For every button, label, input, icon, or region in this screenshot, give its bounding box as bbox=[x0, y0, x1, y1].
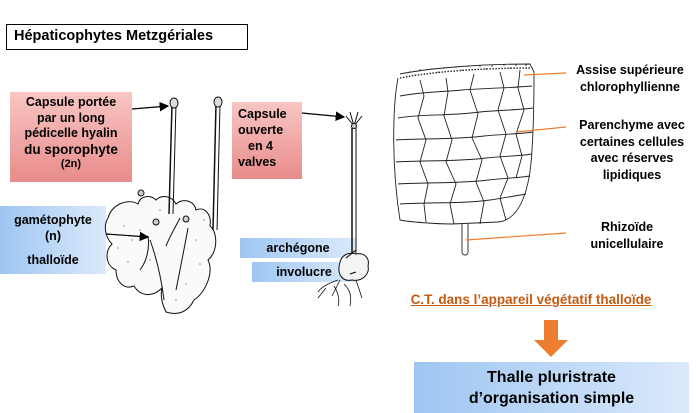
parenchyme-line: avec réserves bbox=[590, 151, 674, 165]
open-capsule-plant-illustration bbox=[317, 111, 369, 307]
cross-section-illustration bbox=[393, 63, 535, 256]
parenchyme-leader-line bbox=[515, 126, 567, 133]
conclusion-box: Thalle pluristrate d’organisation simple bbox=[414, 362, 689, 413]
section-caption: C.T. dans l’appareil végétatif thalloïde bbox=[410, 292, 652, 307]
capsule-portee-line: Capsule portée bbox=[25, 95, 117, 109]
assise-leader-line bbox=[523, 72, 567, 76]
parenchyme-line: certaines cellules bbox=[579, 134, 685, 149]
capsule-ouverte-line: ouverte bbox=[238, 123, 284, 137]
archegone-label: archégone bbox=[240, 238, 356, 258]
capsule-portee-line: pédicelle hyalin bbox=[24, 126, 118, 140]
conclusion-line: d’organisation simple bbox=[468, 390, 635, 407]
conclusion-line: Thalle pluristrate bbox=[487, 369, 616, 386]
archegone-pointer-line bbox=[345, 249, 357, 259]
capsule-ouverte-line: en 4 bbox=[248, 139, 274, 153]
down-arrow-icon bbox=[534, 320, 568, 357]
capsule-portee-line: du sporophyte bbox=[24, 141, 118, 157]
capsule-pointer-arrow bbox=[131, 101, 170, 112]
open-capsule-pointer-arrow bbox=[301, 111, 346, 121]
parenchyme-line: Parenchyme avec bbox=[579, 118, 685, 132]
gametophyte-label: gamétophyte (n) thalloïde bbox=[0, 206, 106, 274]
capsule-portee-label: Capsule portée par un long pédicelle hya… bbox=[10, 92, 132, 182]
gametophyte-pointer-arrow bbox=[105, 231, 150, 242]
assise-annotation: Assise supérieure chlorophyllienne bbox=[566, 62, 694, 96]
capsule-ouverte-line: Capsule bbox=[238, 107, 287, 121]
thalloid-plant-illustration bbox=[104, 96, 223, 314]
involucre-pointer-line bbox=[349, 271, 357, 275]
parenchyme-annotation: Parenchyme avec certaines cellules avec … bbox=[570, 117, 694, 183]
capsule-ouverte-line: valves bbox=[238, 155, 277, 169]
parenchyme-line: lipidiques bbox=[602, 167, 662, 182]
rhizoide-line: unicellulaire bbox=[590, 237, 664, 251]
gametophyte-line: (n) bbox=[45, 229, 61, 243]
capsule-ouverte-label: Capsule ouverte en 4 valves bbox=[232, 102, 302, 179]
capsule-portee-line: par un long bbox=[36, 110, 106, 125]
assise-line: Assise supérieure bbox=[576, 63, 684, 77]
involucre-label: involucre bbox=[252, 262, 356, 282]
assise-line: chlorophyllienne bbox=[579, 80, 680, 94]
gametophyte-line: thalloïde bbox=[27, 253, 79, 267]
rhizoide-annotation: Rhizoïde unicellulaire bbox=[572, 219, 682, 253]
page-title: Hépaticophytes Metzgériales bbox=[6, 24, 248, 50]
capsule-portee-line: (2n) bbox=[60, 158, 82, 170]
rhizoide-leader-line bbox=[465, 232, 567, 241]
gametophyte-line: gamétophyte bbox=[14, 213, 92, 227]
rhizoide-line: Rhizoïde bbox=[600, 220, 654, 234]
